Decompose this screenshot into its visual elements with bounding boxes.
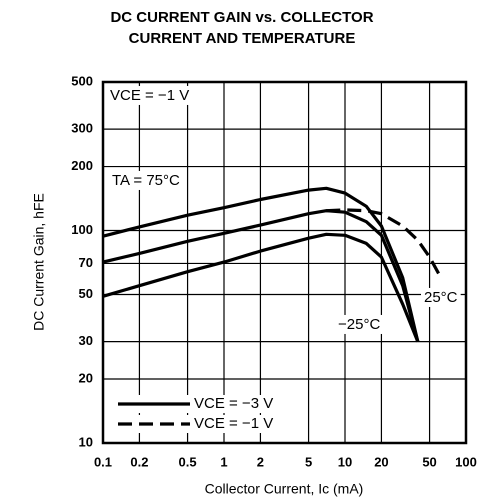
x-tick-label: 0.5 — [179, 454, 197, 469]
label-background — [109, 170, 184, 190]
legend-label: VCE = −1 V — [194, 415, 273, 432]
chart-title: CURRENT AND TEMPERATURE — [129, 30, 356, 47]
curve — [102, 209, 420, 343]
curve-label: TA = 75°C — [112, 172, 180, 189]
x-tick-label: 1 — [220, 454, 227, 469]
x-tick-label: 0.2 — [130, 454, 148, 469]
label-background — [421, 287, 461, 307]
plot-frame — [101, 80, 468, 445]
label-background — [107, 85, 193, 105]
annotation: VCE = −1 V — [110, 87, 189, 104]
y-tick-label: 20 — [79, 370, 93, 385]
x-tick-label: 100 — [455, 454, 477, 469]
x-tick-label: 0.1 — [94, 454, 112, 469]
legend-label: VCE = −3 V — [194, 395, 273, 412]
chart-title: DC CURRENT GAIN vs. COLLECTOR — [110, 9, 373, 26]
y-tick-label: 50 — [79, 286, 93, 301]
y-axis-title: DC Current Gain, hFE — [31, 193, 47, 331]
y-tick-label: 300 — [71, 121, 93, 136]
legend-background — [114, 415, 304, 433]
curve-label: −25°C — [338, 316, 380, 333]
y-tick-label: 30 — [79, 333, 93, 348]
y-tick-label: 100 — [71, 222, 93, 237]
x-tick-label: 50 — [422, 454, 436, 469]
x-tick-label: 5 — [305, 454, 312, 469]
y-tick-label: 500 — [71, 73, 93, 88]
x-tick-label: 20 — [374, 454, 388, 469]
label-background — [335, 314, 384, 334]
x-tick-label: 10 — [338, 454, 352, 469]
curve — [102, 232, 420, 343]
legend-background — [114, 395, 304, 413]
x-tick-label: 2 — [257, 454, 264, 469]
y-tick-label: 10 — [79, 434, 93, 449]
x-axis-title: Collector Current, Ic (mA) — [205, 481, 364, 497]
y-tick-label: 70 — [79, 255, 93, 270]
y-tick-label: 200 — [71, 158, 93, 173]
plot-background — [103, 82, 466, 443]
curve — [326, 208, 441, 276]
curve — [102, 186, 420, 342]
curve-label: 25°C — [424, 289, 458, 306]
